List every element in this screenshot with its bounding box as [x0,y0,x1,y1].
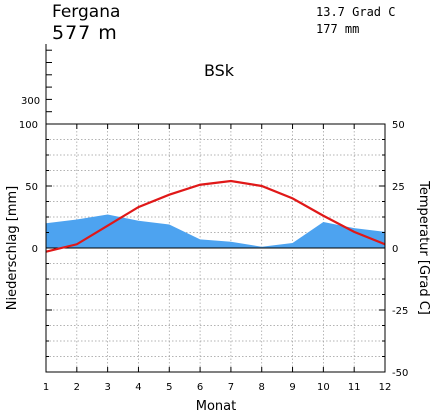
x-tick-label: 10 [317,382,330,393]
x-tick-label: 2 [74,382,80,393]
x-tick-labels: 1 2 3 4 5 6 7 8 9 10 11 12 [43,382,392,393]
station-elevation: 577 m [52,22,118,44]
station-name: Fergana [52,2,120,22]
climate-classification: BSk [204,61,235,80]
x-tick-label: 3 [104,382,110,393]
left-tick-label: 0 [32,244,38,255]
upper-scale-ticks [46,49,52,113]
right-tick-label: -50 [392,368,408,379]
x-tick-label: 6 [197,382,203,393]
right-tick-label: 0 [392,244,398,255]
left-axis-label: Niederschlag [mm] [5,186,20,311]
x-tick-label: 12 [379,382,392,393]
x-axis-label: Monat [196,399,236,414]
x-tick-label: 9 [289,382,295,393]
x-tick-label: 5 [166,382,172,393]
x-tick-label: 7 [228,382,234,393]
annual-precipitation: 177 mm [316,22,359,36]
right-axis-label: Temperatur [Grad C] [416,180,431,315]
right-tick-labels: -50 -25 0 25 50 [392,120,408,379]
right-tick-label: -25 [392,306,408,317]
axis-ticks [45,123,386,373]
x-tick-label: 8 [259,382,265,393]
x-tick-label: 11 [348,382,361,393]
x-tick-label: 1 [43,382,49,393]
temperature-line [45,179,386,253]
precipitation-area [46,214,385,248]
left-tick-label: 50 [25,182,38,193]
upper-tick-label: 300 [21,96,40,107]
annual-temperature: 13.7 Grad C [316,5,395,19]
left-tick-label: 100 [19,120,38,131]
left-tick-labels: 0 50 100 [19,120,38,255]
x-tick-label: 4 [135,382,141,393]
right-tick-label: 25 [392,182,405,193]
right-tick-label: 50 [392,120,405,131]
